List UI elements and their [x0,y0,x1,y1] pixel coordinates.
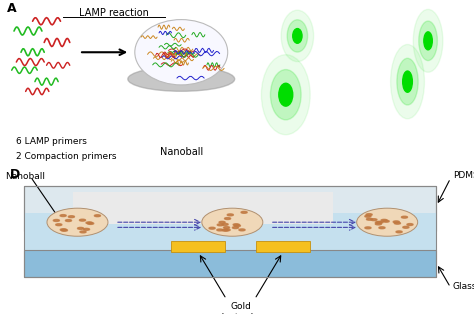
Ellipse shape [281,10,314,62]
Circle shape [78,227,83,229]
Circle shape [401,216,408,218]
Text: Nanoball: Nanoball [5,172,45,181]
Circle shape [224,229,230,231]
Circle shape [241,211,247,213]
Circle shape [407,224,413,225]
Bar [73,192,333,224]
Circle shape [365,227,371,229]
Circle shape [88,223,94,225]
Circle shape [94,215,100,217]
Ellipse shape [47,208,108,236]
Circle shape [394,222,401,224]
Ellipse shape [271,70,301,120]
Ellipse shape [424,32,432,50]
Circle shape [217,224,223,226]
Text: C: C [360,5,370,18]
Text: Gold
electrodes: Gold electrodes [217,302,264,314]
Ellipse shape [413,9,443,72]
Circle shape [135,19,228,85]
Circle shape [233,224,239,226]
Text: D: D [9,168,20,181]
Circle shape [65,219,72,221]
Circle shape [371,219,377,221]
Ellipse shape [403,71,412,92]
Circle shape [61,229,67,231]
Bar [24,186,437,277]
Bar [256,241,310,252]
Text: LAMP reaction: LAMP reaction [79,8,149,18]
Text: PDMS: PDMS [453,171,474,180]
Circle shape [217,229,223,231]
Circle shape [234,225,240,227]
Circle shape [375,221,382,224]
Circle shape [56,224,62,226]
Circle shape [80,219,85,221]
Circle shape [53,219,59,221]
Circle shape [86,222,92,224]
Text: B: B [244,5,254,18]
Circle shape [222,229,228,231]
Circle shape [366,214,372,216]
Circle shape [223,227,229,229]
Text: 2 Compaction primers: 2 Compaction primers [16,152,117,161]
Circle shape [68,216,74,218]
Bar [24,250,437,277]
Circle shape [375,223,382,225]
Circle shape [383,220,389,222]
Ellipse shape [279,83,293,106]
Circle shape [83,228,90,230]
Circle shape [377,221,383,223]
Ellipse shape [391,45,424,119]
Ellipse shape [287,20,308,52]
Circle shape [232,227,238,229]
Circle shape [60,229,66,231]
Ellipse shape [419,21,438,61]
Circle shape [396,231,402,233]
Circle shape [227,214,233,216]
Circle shape [219,221,225,223]
Ellipse shape [261,55,310,135]
Circle shape [80,231,86,233]
Circle shape [365,215,371,217]
Ellipse shape [397,58,418,105]
Text: Glass: Glass [453,282,474,290]
Circle shape [366,218,373,220]
Bar [171,241,225,252]
Bar [24,213,437,252]
Circle shape [239,229,245,231]
Text: 6 LAMP primers: 6 LAMP primers [16,137,87,146]
Ellipse shape [128,67,235,91]
Ellipse shape [202,208,263,236]
Circle shape [403,226,409,228]
Text: Nanoball: Nanoball [160,147,203,157]
Bar [24,186,437,231]
Ellipse shape [293,29,302,43]
Circle shape [209,227,215,229]
Circle shape [393,221,399,223]
Circle shape [379,227,385,229]
Text: A: A [7,2,17,15]
Circle shape [381,219,387,221]
Circle shape [222,223,228,225]
Ellipse shape [357,208,418,236]
Circle shape [225,218,231,219]
Circle shape [60,215,66,217]
